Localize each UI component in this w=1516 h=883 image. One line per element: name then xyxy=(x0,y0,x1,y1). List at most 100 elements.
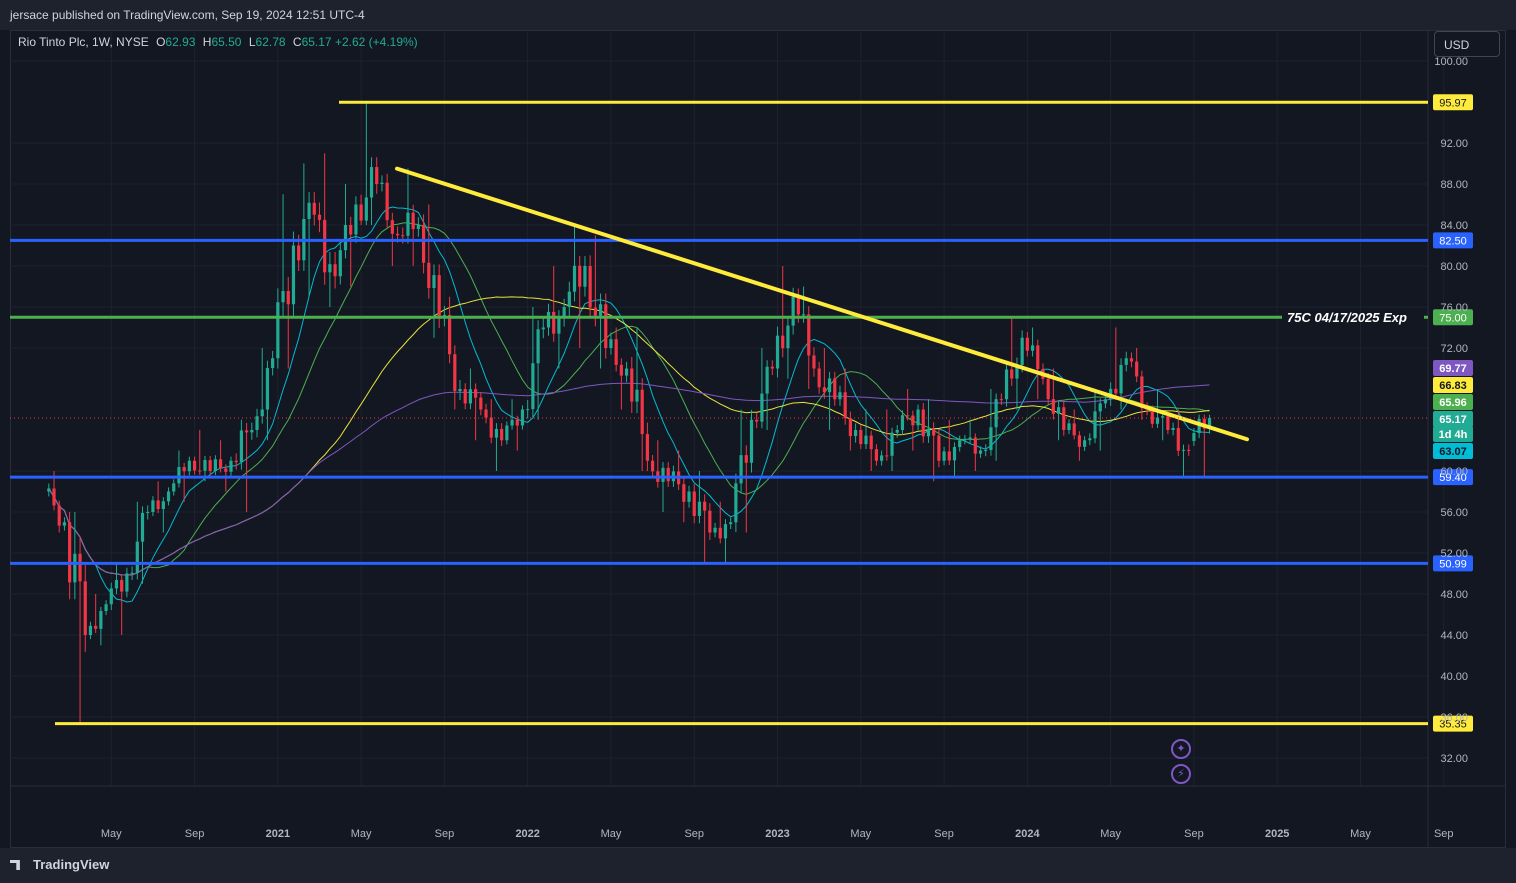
candle-body xyxy=(172,483,176,492)
sparkle-icon[interactable]: ✦ xyxy=(1171,739,1191,759)
candle-body xyxy=(250,430,254,433)
candle-body xyxy=(192,460,197,471)
candle-body xyxy=(1004,369,1009,400)
candle-body xyxy=(786,325,790,349)
price-tick-label: 72.00 xyxy=(1440,343,1468,355)
candle-body xyxy=(390,220,394,234)
candle-body xyxy=(114,579,119,589)
price-tick-label: 80.00 xyxy=(1440,261,1468,273)
candle-body xyxy=(1187,449,1191,451)
price-tick-label: 60.00 xyxy=(1440,466,1468,478)
level-tag-label: 82.50 xyxy=(1439,235,1467,247)
candle-body xyxy=(1119,364,1123,394)
candle-body xyxy=(484,409,488,418)
candle-body xyxy=(317,214,322,220)
level-tag-label: 95.97 xyxy=(1439,97,1467,109)
price-tag-label: 66.83 xyxy=(1439,380,1467,392)
candle-body xyxy=(260,409,264,417)
candle-body xyxy=(297,245,301,261)
lightning-icon[interactable]: ⚡ xyxy=(1171,764,1191,784)
candle-body xyxy=(697,501,702,516)
candle-body xyxy=(1098,403,1102,412)
candle-body xyxy=(359,204,363,221)
candle-body xyxy=(161,501,165,510)
candle-body xyxy=(427,262,431,288)
price-axis: 100.00 92.00 88.00 84.00 80.00 76.00 72.00 56.0… xyxy=(1434,56,1468,765)
candle-body xyxy=(385,182,389,221)
candle-body xyxy=(916,409,920,426)
candle-body xyxy=(703,501,707,511)
level-tag xyxy=(1433,555,1473,572)
candle-body xyxy=(593,307,597,316)
candle-body xyxy=(458,389,462,392)
candle-body xyxy=(229,460,233,472)
candle-body xyxy=(187,460,191,472)
candle-body xyxy=(885,455,889,457)
candle-body xyxy=(276,302,280,359)
level-tag xyxy=(1433,469,1473,486)
low-value: 62.78 xyxy=(255,35,286,49)
candle-body xyxy=(1062,407,1066,430)
publisher-bar: jersace published on TradingView.com, Se… xyxy=(0,0,1516,30)
time-tick-label: 2021 xyxy=(266,828,290,840)
candle-body xyxy=(489,417,493,438)
candle-body xyxy=(984,449,988,451)
candle-body xyxy=(562,307,566,319)
chart-pane[interactable] xyxy=(10,30,1506,848)
candle-body xyxy=(666,467,670,482)
candle-body xyxy=(859,430,863,445)
tradingview-mark-icon xyxy=(10,860,20,870)
candle-body xyxy=(864,435,868,445)
candle-body xyxy=(687,491,691,502)
candle-body xyxy=(755,419,759,422)
candle-body xyxy=(807,314,811,356)
level-tag-label: 59.40 xyxy=(1439,472,1467,484)
candle-body xyxy=(520,409,525,426)
time-tick-label: 2022 xyxy=(515,828,539,840)
candle-body xyxy=(1207,418,1212,429)
candles xyxy=(47,102,1212,724)
candle-body xyxy=(1114,388,1118,394)
time-tick-label: May xyxy=(850,828,871,840)
time-tick-label: May xyxy=(601,828,622,840)
currency-button[interactable]: USD xyxy=(1434,31,1500,57)
candle-body xyxy=(83,581,87,635)
ma-long-line xyxy=(48,382,1210,576)
candle-body xyxy=(729,522,733,525)
level-tag xyxy=(1433,232,1473,249)
open-label: O xyxy=(156,35,166,49)
candle-body xyxy=(395,233,400,236)
candle-body xyxy=(1015,364,1019,379)
level-tag-label: 75.00 xyxy=(1439,312,1467,324)
candle-body xyxy=(125,573,129,592)
candle-body xyxy=(47,488,51,492)
candle-body xyxy=(416,225,420,230)
price-tag xyxy=(1433,411,1473,427)
candle-body xyxy=(479,397,483,410)
time-tick-label: 2025 xyxy=(1265,828,1289,840)
price-tag-label: 65.96 xyxy=(1439,397,1467,409)
candle-body xyxy=(760,393,764,422)
candle-body xyxy=(411,212,415,230)
candle-body xyxy=(354,204,358,235)
candle-body xyxy=(177,467,181,484)
candle-body xyxy=(369,167,374,198)
candle-body xyxy=(958,440,962,448)
price-tag xyxy=(1433,360,1473,376)
candle-body xyxy=(661,467,665,482)
candle-body xyxy=(614,339,618,365)
trendline xyxy=(395,166,1249,442)
candle-body xyxy=(723,524,728,539)
candle-body xyxy=(609,339,613,348)
candle-body xyxy=(526,409,530,411)
close-value: 65.17 xyxy=(301,35,332,49)
time-tick-label: 2024 xyxy=(1015,828,1040,840)
price-tick-label: 32.00 xyxy=(1440,753,1468,765)
price-tick-label: 48.00 xyxy=(1440,589,1468,601)
candle-body xyxy=(853,430,858,437)
candle-body xyxy=(635,389,639,402)
candle-body xyxy=(937,435,941,461)
candle-body xyxy=(234,460,238,463)
candle-body xyxy=(942,451,946,461)
